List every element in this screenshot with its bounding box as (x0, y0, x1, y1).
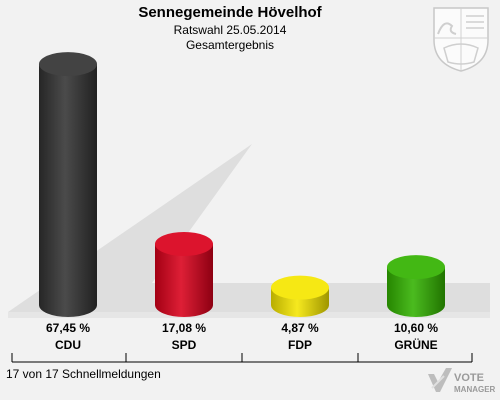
value-label-spd: 17,08 % (162, 321, 206, 335)
value-label-grüne: 10,60 % (394, 321, 438, 335)
logo-text-manager: MANAGER (454, 385, 496, 394)
category-label-spd: SPD (172, 338, 197, 352)
chart-title: Sennegemeinde Hövelhof (138, 4, 322, 21)
footer-text: 17 von 17 Schnellmeldungen (6, 367, 161, 381)
value-label-fdp: 4,87 % (281, 321, 319, 335)
category-label-fdp: FDP (288, 338, 312, 352)
category-label-grüne: GRÜNE (394, 337, 437, 352)
chart-subtitle: Ratswahl 25.05.2014 (173, 23, 287, 37)
bar-grüne (387, 255, 445, 317)
votemanager-logo-icon: VOTE MANAGER (428, 368, 496, 394)
chart-subtitle-2: Gesamtergebnis (185, 38, 275, 52)
bar-spd (155, 232, 213, 317)
bar-fdp (271, 275, 329, 317)
category-axis (11, 353, 473, 363)
bar-cdu (39, 52, 97, 317)
nrw-crest-icon (433, 7, 489, 72)
logo-text-vote: VOTE (454, 372, 484, 384)
category-label-cdu: CDU (55, 338, 81, 352)
value-label-cdu: 67,45 % (46, 321, 90, 335)
